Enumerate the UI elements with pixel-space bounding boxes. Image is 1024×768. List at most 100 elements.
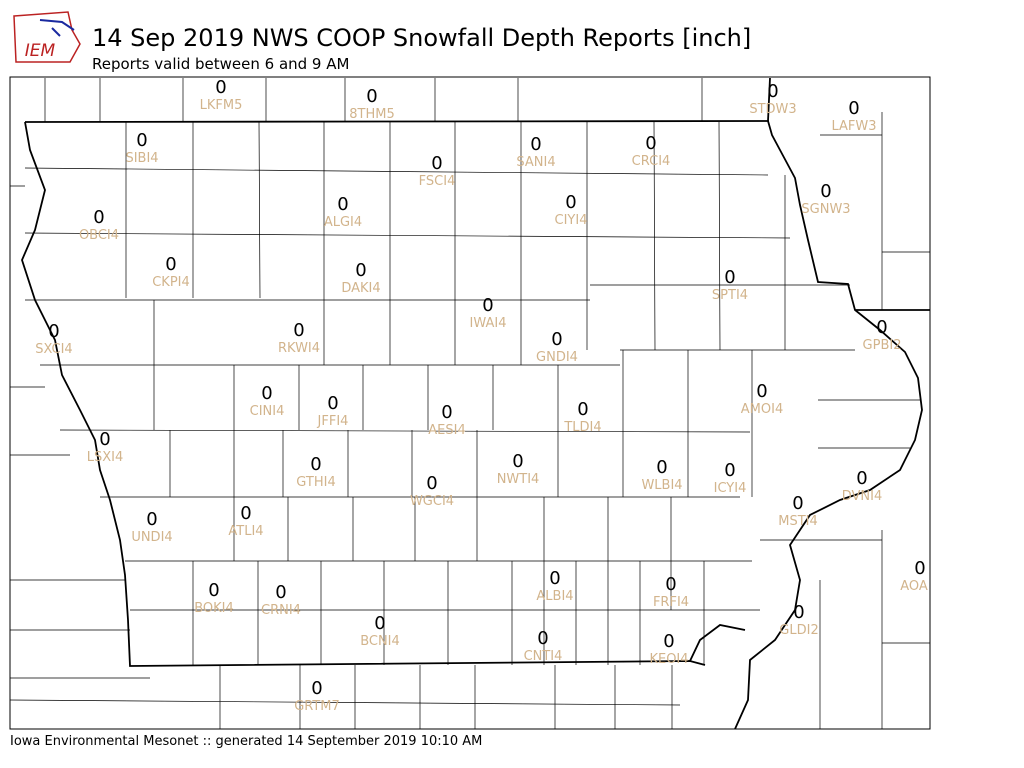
station-id: AMOI4 (741, 402, 783, 417)
station-value: 0 (93, 207, 104, 228)
station-id: FSCI4 (419, 174, 456, 189)
station-value: 0 (793, 602, 804, 623)
station-value: 0 (426, 473, 437, 494)
station-id: JFFI4 (317, 414, 349, 429)
station-value: 0 (512, 451, 523, 472)
station-id: CRCI4 (632, 154, 671, 169)
station-value: 0 (820, 181, 831, 202)
station-value: 0 (366, 86, 377, 107)
station-id: DVNI4 (842, 489, 883, 504)
county-grid-v (125, 121, 786, 665)
station-value: 0 (856, 468, 867, 489)
station-value: 0 (551, 329, 562, 350)
station-value: 0 (374, 613, 385, 634)
station-value: 0 (724, 267, 735, 288)
station-id: 8THM5 (349, 107, 394, 122)
station-value: 0 (146, 509, 157, 530)
logo: IEM (13, 11, 81, 63)
station-id: GNDI4 (536, 350, 578, 365)
map-frame (9, 76, 931, 730)
station-id: LSXI4 (87, 450, 124, 465)
station-id: SIBI4 (125, 151, 158, 166)
station-value: 0 (848, 98, 859, 119)
station-id: ATLI4 (228, 524, 263, 539)
station-id: BCNI4 (360, 634, 400, 649)
station-id: BOKI4 (194, 601, 234, 616)
station-value: 0 (537, 628, 548, 649)
station-id: CIYI4 (555, 213, 588, 228)
logo-shape (13, 11, 81, 63)
station-id: GPBI2 (863, 338, 902, 353)
station-id: SGNW3 (801, 202, 850, 217)
station-value: 0 (275, 582, 286, 603)
state-lines (689, 77, 930, 662)
station-id: NWTI4 (497, 472, 540, 487)
station-value: 0 (756, 381, 767, 402)
station-id: ALGI4 (324, 215, 362, 230)
station-id: MSTI4 (778, 514, 818, 529)
station-id: WGCI4 (410, 494, 454, 509)
station-value: 0 (136, 130, 147, 151)
station-id: FRFI4 (653, 595, 689, 610)
station-id: OBCI4 (79, 228, 119, 243)
station-id: CKPI4 (152, 275, 190, 290)
county-lines (9, 78, 930, 729)
station-value: 0 (663, 631, 674, 652)
station-value: 0 (310, 454, 321, 475)
station-id: RKWI4 (278, 341, 320, 356)
footer-text: Iowa Environmental Mesonet :: generated … (10, 734, 482, 749)
station-id: KEOI4 (649, 652, 688, 667)
station-id: IWAI4 (470, 316, 507, 331)
map-title: 14 Sep 2019 NWS COOP Snowfall Depth Repo… (92, 24, 751, 52)
station-id: ICYI4 (714, 481, 747, 496)
station-id: CRNI4 (261, 603, 301, 618)
station-id: LAFW3 (831, 119, 876, 134)
station-id: TLDI4 (563, 420, 601, 435)
station-value: 0 (48, 321, 59, 342)
station-value: 0 (441, 402, 452, 423)
station-id: CNTI4 (524, 649, 563, 664)
iowa-west-south-border (21, 121, 706, 667)
station-id: GRTM7 (294, 699, 340, 714)
station-id: SPTI4 (712, 288, 748, 303)
station-value: 0 (792, 493, 803, 514)
station-id: SXCI4 (35, 342, 72, 357)
station-value: 0 (311, 678, 322, 699)
station-id: STDW3 (749, 102, 796, 117)
station-value: 0 (645, 133, 656, 154)
station-value: 0 (165, 254, 176, 275)
station-value: 0 (767, 81, 778, 102)
station-id: AESI4 (428, 423, 465, 438)
station-value: 0 (337, 194, 348, 215)
station-value: 0 (99, 429, 110, 450)
station-value: 0 (656, 457, 667, 478)
iowa-east-border (24, 120, 923, 730)
station-value: 0 (431, 153, 442, 174)
station-id: ALBI4 (536, 589, 573, 604)
station-value: 0 (482, 295, 493, 316)
station-value: 0 (665, 574, 676, 595)
station-value: 0 (724, 460, 735, 481)
station-id: SANI4 (516, 155, 555, 170)
station-value: 0 (914, 558, 925, 579)
station-value: 0 (215, 77, 226, 98)
station-id: GTHI4 (296, 475, 335, 490)
station-id: UNDI4 (131, 530, 172, 545)
station-value: 0 (549, 568, 560, 589)
station-id: CINI4 (250, 404, 285, 419)
station-value: 0 (327, 393, 338, 414)
station-value: 0 (293, 320, 304, 341)
logo-lines (39, 19, 75, 37)
neighbor-county-lines (9, 78, 930, 729)
station-id: AOA (900, 579, 928, 594)
station-value: 0 (577, 399, 588, 420)
station-value: 0 (261, 383, 272, 404)
station-value: 0 (876, 317, 887, 338)
station-id: LKFM5 (200, 98, 243, 113)
station-value: 0 (565, 192, 576, 213)
map-subtitle: Reports valid between 6 and 9 AM (92, 55, 349, 73)
station-value: 0 (240, 503, 251, 524)
